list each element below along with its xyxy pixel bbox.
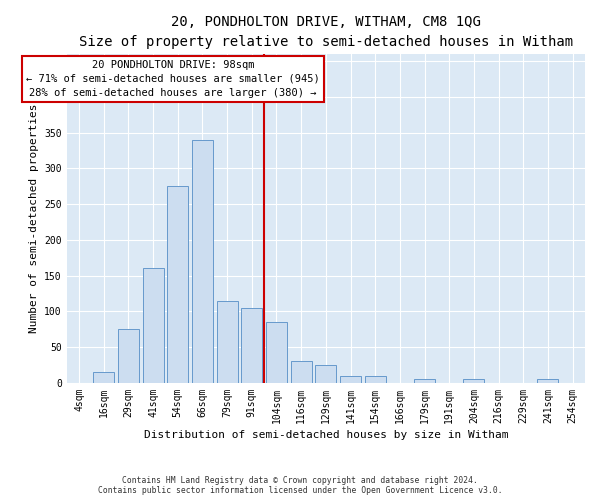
Bar — [463, 380, 484, 383]
Bar — [365, 376, 386, 383]
Bar — [192, 140, 213, 383]
Bar — [217, 300, 238, 383]
Bar — [167, 186, 188, 383]
Y-axis label: Number of semi-detached properties: Number of semi-detached properties — [29, 104, 38, 333]
Bar — [290, 362, 311, 383]
Bar — [414, 380, 435, 383]
Bar — [143, 268, 164, 383]
Bar — [266, 322, 287, 383]
Title: 20, PONDHOLTON DRIVE, WITHAM, CM8 1QG
Size of property relative to semi-detached: 20, PONDHOLTON DRIVE, WITHAM, CM8 1QG Si… — [79, 15, 573, 48]
X-axis label: Distribution of semi-detached houses by size in Witham: Distribution of semi-detached houses by … — [143, 430, 508, 440]
Text: 20 PONDHOLTON DRIVE: 98sqm
← 71% of semi-detached houses are smaller (945)
28% o: 20 PONDHOLTON DRIVE: 98sqm ← 71% of semi… — [26, 60, 320, 98]
Bar — [316, 365, 337, 383]
Bar — [340, 376, 361, 383]
Bar — [241, 308, 262, 383]
Bar — [93, 372, 114, 383]
Text: Contains HM Land Registry data © Crown copyright and database right 2024.
Contai: Contains HM Land Registry data © Crown c… — [98, 476, 502, 495]
Bar — [118, 330, 139, 383]
Bar — [538, 380, 559, 383]
